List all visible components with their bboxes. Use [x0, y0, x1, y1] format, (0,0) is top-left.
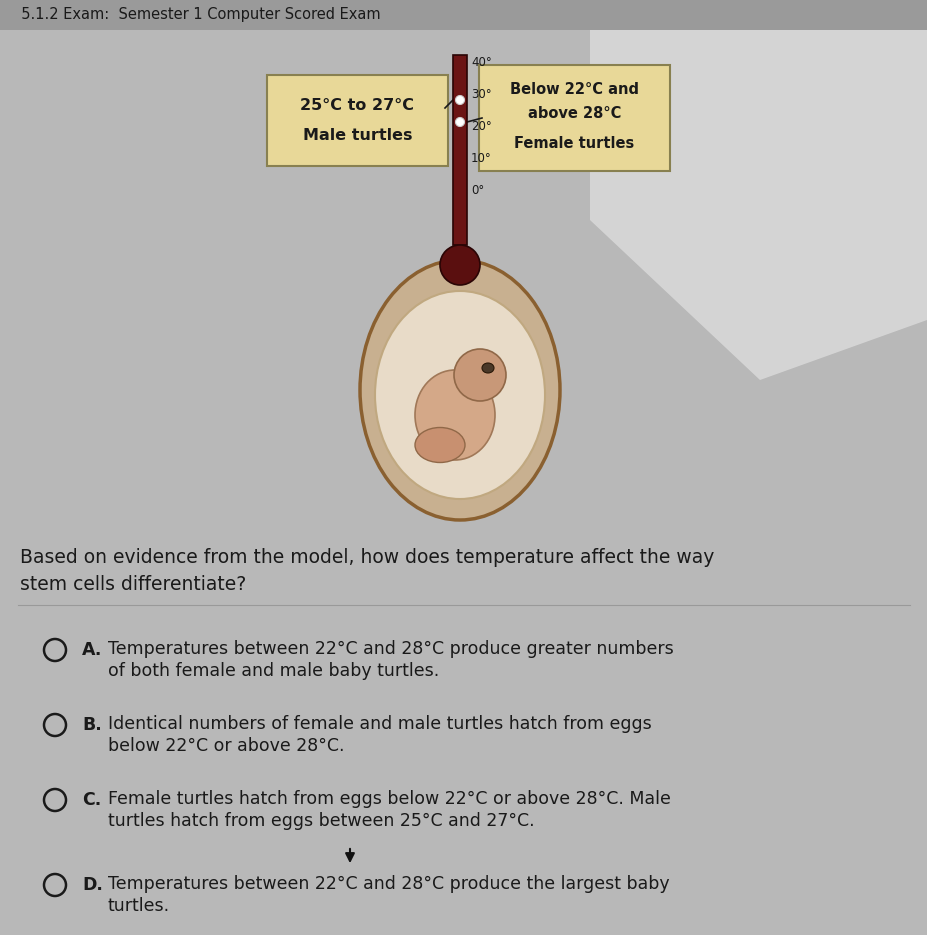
Ellipse shape [415, 370, 495, 460]
Text: Below 22°C and: Below 22°C and [510, 82, 639, 97]
FancyBboxPatch shape [267, 75, 448, 166]
Text: B.: B. [82, 716, 102, 734]
FancyBboxPatch shape [479, 65, 670, 171]
Text: Male turtles: Male turtles [303, 128, 413, 143]
Circle shape [440, 245, 480, 285]
Text: above 28°C: above 28°C [527, 106, 621, 121]
FancyBboxPatch shape [453, 285, 467, 310]
FancyBboxPatch shape [0, 0, 927, 30]
Text: A.: A. [82, 641, 102, 659]
Text: of both female and male baby turtles.: of both female and male baby turtles. [108, 662, 439, 680]
Ellipse shape [415, 427, 465, 463]
Text: 20°: 20° [471, 121, 491, 134]
Circle shape [454, 349, 506, 401]
Text: Female turtles hatch from eggs below 22°C or above 28°C. Male: Female turtles hatch from eggs below 22°… [108, 790, 671, 808]
Text: 5.1.2 Exam:  Semester 1 Computer Scored Exam: 5.1.2 Exam: Semester 1 Computer Scored E… [12, 7, 381, 22]
Text: 40°: 40° [471, 56, 491, 69]
Circle shape [455, 118, 464, 126]
Text: turtles hatch from eggs between 25°C and 27°C.: turtles hatch from eggs between 25°C and… [108, 812, 535, 830]
Ellipse shape [360, 260, 560, 520]
Text: 0°: 0° [471, 184, 484, 197]
FancyBboxPatch shape [453, 55, 467, 245]
Text: Female turtles: Female turtles [514, 136, 635, 151]
Text: turtles.: turtles. [108, 897, 171, 915]
Text: below 22°C or above 28°C.: below 22°C or above 28°C. [108, 737, 345, 755]
Text: 10°: 10° [471, 152, 491, 165]
Text: 30°: 30° [471, 89, 491, 102]
Text: Temperatures between 22°C and 28°C produce greater numbers: Temperatures between 22°C and 28°C produ… [108, 640, 674, 658]
Ellipse shape [375, 291, 545, 499]
Text: Based on evidence from the model, how does temperature affect the way
stem cells: Based on evidence from the model, how do… [20, 548, 715, 594]
Text: D.: D. [82, 876, 103, 894]
Text: C.: C. [82, 791, 101, 809]
Text: Identical numbers of female and male turtles hatch from eggs: Identical numbers of female and male tur… [108, 715, 652, 733]
Text: 25°C to 27°C: 25°C to 27°C [300, 98, 414, 113]
Ellipse shape [482, 363, 494, 373]
Text: Temperatures between 22°C and 28°C produce the largest baby: Temperatures between 22°C and 28°C produ… [108, 875, 669, 893]
Polygon shape [590, 30, 927, 380]
Circle shape [455, 95, 464, 105]
